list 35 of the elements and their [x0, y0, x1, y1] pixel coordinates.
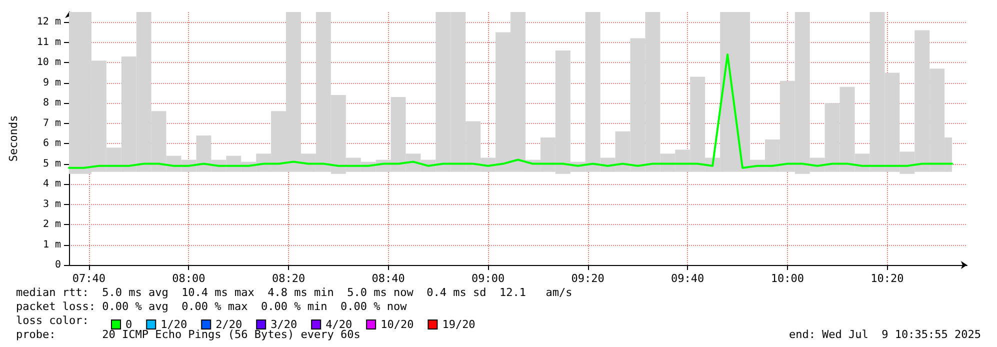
y-tick-label: 5 m — [42, 158, 61, 170]
legend-label: 0 — [126, 318, 132, 331]
text: end: Wed Jul 9 10:35:55 2025 — [788, 328, 982, 341]
x-tick-label: 08:20 — [272, 272, 306, 285]
y-tick-label: 9 m — [42, 77, 61, 88]
legend-label: 3/20 — [270, 318, 298, 331]
text: loss color: — [16, 314, 89, 327]
y-tick-label: 3 m — [42, 198, 61, 210]
x-tick-label: 10:20 — [870, 272, 904, 285]
legend-label: 10/20 — [380, 318, 414, 331]
legend-label: 1/20 — [160, 318, 188, 331]
y-axis-title: Seconds — [7, 115, 20, 162]
y-tick-label: 12 m — [36, 16, 61, 28]
x-tick-label: 09:20 — [571, 272, 604, 285]
y-tick-label: 0 — [54, 260, 61, 270]
legend-label: 2/20 — [216, 318, 242, 331]
text: median rtt: 5.0 ms avg 10.4 ms max 4.8 ms min 5.0 ms now 0.4 ms sd 12.1 am/s — [16, 286, 572, 299]
text: probe: 20 ICMP Echo Pings (56 Bytes) every 60s — [16, 328, 360, 341]
y-tick-label: 2 m — [42, 219, 61, 230]
y-tick-label: 11 m — [36, 36, 61, 48]
x-tick-label: 09:00 — [472, 272, 505, 285]
text: packet loss: 0.00 % avg 0.00 % max 0.00 % min 0.00 % now — [16, 300, 408, 313]
y-tick-label: 7 m — [42, 118, 61, 129]
legend-label: 4/20 — [326, 318, 352, 331]
legend-label: 19/20 — [442, 318, 476, 331]
y-tick-label: 4 m — [42, 178, 61, 190]
y-tick-label: 10 m — [36, 57, 61, 68]
x-tick-label: 09:40 — [671, 272, 704, 285]
y-tick-label: 1 m — [42, 239, 61, 250]
x-tick-label: 08:40 — [372, 272, 405, 285]
y-tick-label: 8 m — [42, 98, 61, 109]
x-tick-label: 10:00 — [770, 272, 804, 285]
y-tick-label: 6 m — [42, 138, 61, 150]
x-tick-label: 07:40 — [72, 272, 106, 285]
x-tick-label: 08:00 — [172, 272, 206, 285]
